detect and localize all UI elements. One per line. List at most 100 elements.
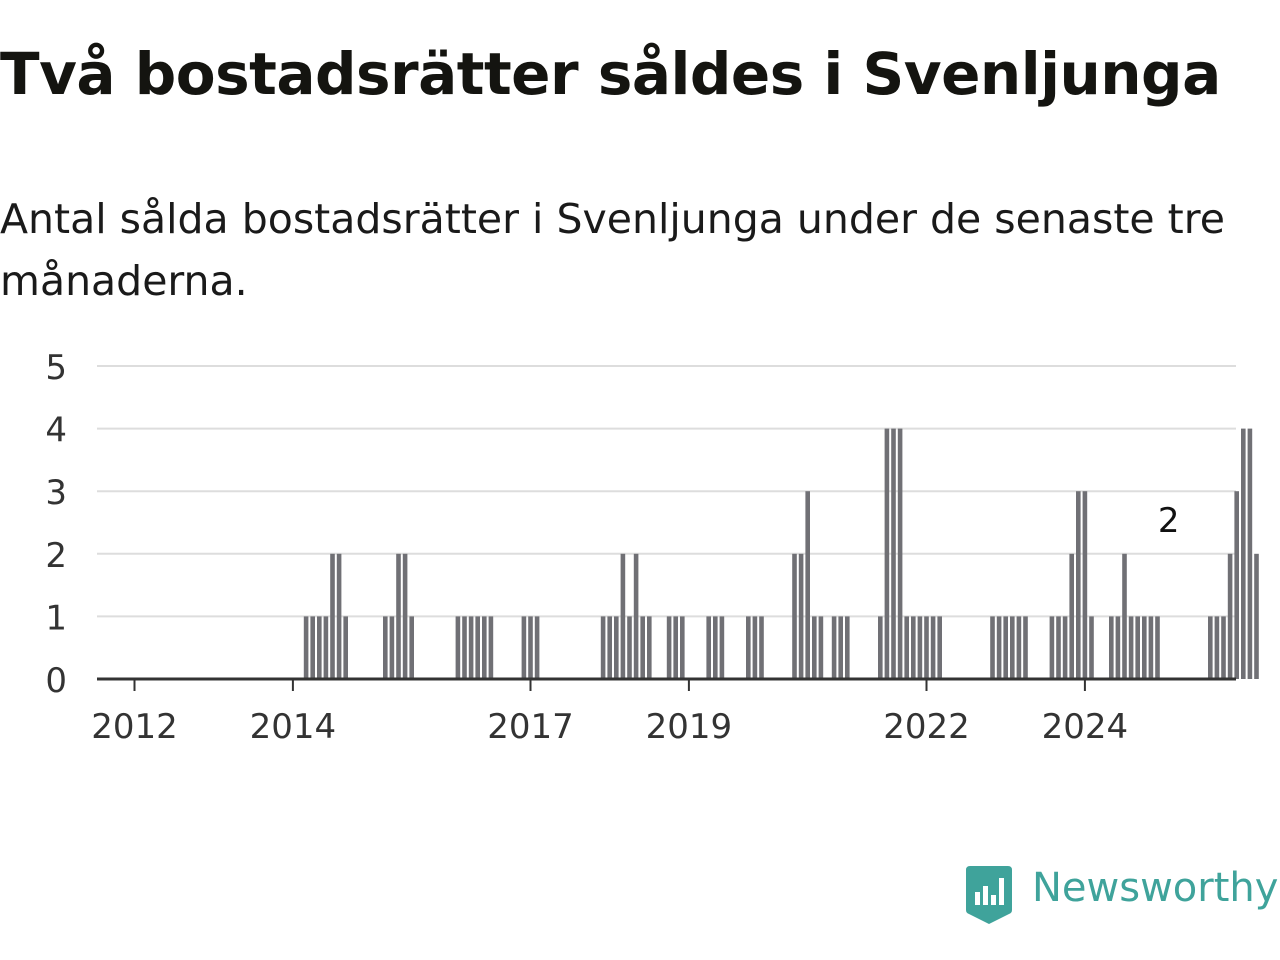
bar bbox=[627, 616, 632, 679]
bar bbox=[1062, 616, 1068, 679]
chart-title: Två bostadsrätter såldes i Svenljunga bbox=[0, 40, 1221, 108]
bar bbox=[1254, 553, 1259, 679]
bar bbox=[1056, 616, 1061, 679]
bar bbox=[475, 616, 480, 679]
bar bbox=[1082, 491, 1088, 679]
y-tick-label: 4 bbox=[45, 411, 67, 451]
bar bbox=[1155, 616, 1160, 679]
bar bbox=[1148, 616, 1154, 679]
bar bbox=[1109, 616, 1114, 679]
bar bbox=[336, 553, 342, 679]
bar bbox=[310, 616, 315, 679]
bar bbox=[680, 616, 685, 679]
bar bbox=[640, 616, 645, 679]
bar bbox=[1227, 553, 1233, 679]
bar bbox=[917, 616, 923, 679]
bar bbox=[937, 616, 942, 679]
bar bbox=[1003, 616, 1008, 679]
x-tick-label: 2012 bbox=[91, 707, 178, 747]
bar bbox=[706, 616, 711, 679]
bar bbox=[534, 616, 540, 679]
bar bbox=[818, 616, 824, 679]
x-tick-label: 2014 bbox=[250, 707, 337, 747]
bar bbox=[1023, 616, 1028, 679]
bar bbox=[884, 428, 890, 679]
bar bbox=[812, 616, 817, 679]
bar bbox=[620, 553, 626, 679]
bar bbox=[845, 616, 850, 679]
bar bbox=[792, 553, 797, 679]
bar bbox=[455, 616, 461, 679]
bar bbox=[930, 616, 936, 679]
bar bbox=[904, 616, 909, 679]
bar bbox=[303, 616, 309, 679]
bar bbox=[713, 616, 718, 679]
x-tick-label: 2024 bbox=[1042, 707, 1129, 747]
bar bbox=[1010, 616, 1015, 679]
bar bbox=[607, 616, 612, 679]
bar bbox=[1135, 616, 1140, 679]
bar bbox=[1016, 616, 1022, 679]
bar bbox=[633, 553, 639, 679]
bar bbox=[402, 553, 408, 679]
bar bbox=[924, 616, 929, 679]
bar bbox=[1128, 616, 1134, 679]
bar bbox=[838, 616, 843, 679]
bar bbox=[1214, 616, 1220, 679]
bar bbox=[805, 491, 810, 679]
bar bbox=[1122, 553, 1127, 679]
newsworthy-logo[interactable]: Newsworthy bbox=[964, 862, 1278, 926]
bar bbox=[1115, 616, 1121, 679]
bar bbox=[831, 616, 837, 679]
bar bbox=[317, 616, 322, 679]
bar bbox=[1089, 616, 1094, 679]
bar bbox=[468, 616, 474, 679]
bar bbox=[600, 616, 606, 679]
bar bbox=[666, 616, 672, 679]
bar bbox=[647, 616, 652, 679]
bar bbox=[1142, 616, 1147, 679]
y-tick-label: 3 bbox=[45, 473, 67, 513]
bar bbox=[891, 428, 896, 679]
bar bbox=[1208, 616, 1213, 679]
bar bbox=[528, 616, 533, 679]
y-tick-label: 5 bbox=[45, 348, 67, 388]
bar bbox=[1221, 616, 1226, 679]
bar bbox=[897, 428, 903, 679]
bar bbox=[462, 616, 467, 679]
x-tick-label: 2019 bbox=[646, 707, 733, 747]
bar bbox=[719, 616, 725, 679]
bar bbox=[1069, 553, 1074, 679]
bar bbox=[1049, 616, 1055, 679]
bar bbox=[1241, 428, 1246, 679]
bar bbox=[990, 616, 995, 679]
bar bbox=[521, 616, 527, 679]
bar bbox=[1247, 428, 1253, 679]
newsworthy-logo-icon bbox=[966, 866, 1012, 924]
bar bbox=[798, 553, 804, 679]
chart-subtitle: Antal sålda bostadsrätter i Svenljunga u… bbox=[0, 195, 1225, 305]
bar bbox=[878, 616, 883, 679]
x-tick-label: 2017 bbox=[487, 707, 574, 747]
highlight-value-label: 2 bbox=[1158, 501, 1180, 541]
bar bbox=[911, 616, 916, 679]
y-tick-label: 0 bbox=[45, 661, 67, 701]
y-tick-label: 1 bbox=[45, 598, 67, 638]
bar bbox=[614, 616, 619, 679]
bar bbox=[389, 616, 395, 679]
bar bbox=[488, 616, 494, 679]
bar bbox=[383, 616, 388, 679]
bar bbox=[409, 616, 414, 679]
bar bbox=[759, 616, 764, 679]
bar bbox=[996, 616, 1002, 679]
bar bbox=[746, 616, 751, 679]
bar bbox=[1234, 491, 1239, 679]
bar bbox=[482, 616, 487, 679]
bar bbox=[396, 553, 401, 679]
bar bbox=[330, 553, 335, 679]
bar bbox=[343, 616, 348, 679]
bar bbox=[752, 616, 758, 679]
brand-name: Newsworthy bbox=[1032, 865, 1279, 911]
y-tick-label: 2 bbox=[45, 536, 67, 576]
